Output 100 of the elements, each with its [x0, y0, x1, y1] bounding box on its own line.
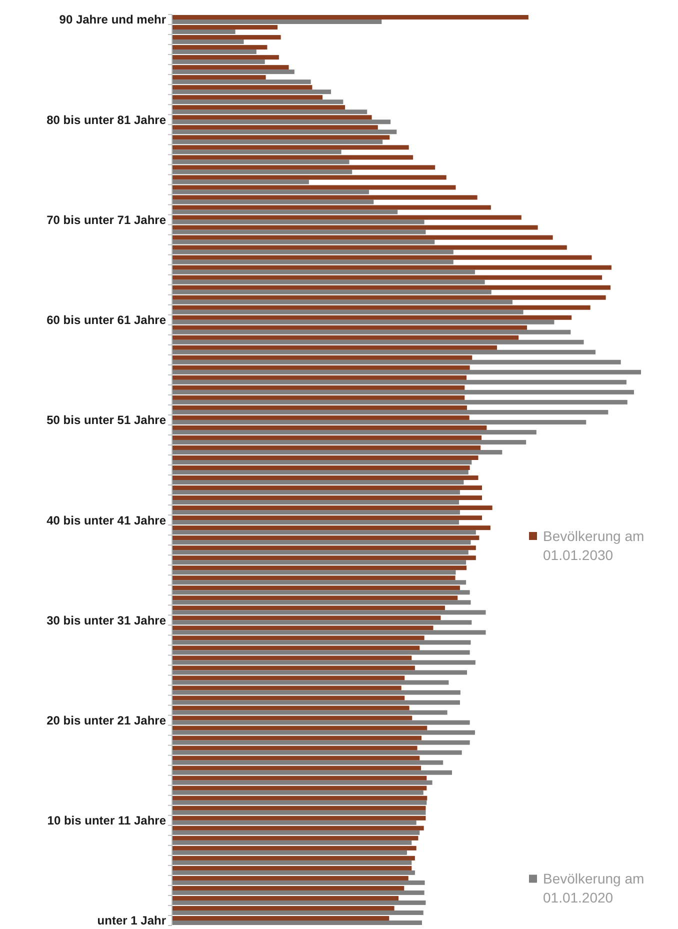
y-tick-label: 70 bis unter 71 Jahre	[46, 212, 166, 227]
bar	[172, 916, 390, 920]
bar	[172, 520, 460, 525]
bar	[172, 500, 460, 505]
bar	[172, 140, 383, 144]
bar	[172, 656, 412, 660]
bar	[172, 476, 478, 480]
bar	[172, 590, 470, 595]
y-tick-label: 60 bis unter 61 Jahre	[46, 313, 166, 328]
bar	[172, 195, 478, 200]
bar	[172, 880, 425, 885]
bar	[172, 380, 626, 384]
bar	[172, 860, 412, 865]
bar	[172, 836, 418, 840]
bar	[172, 400, 628, 404]
bar	[172, 620, 472, 625]
bar	[172, 150, 342, 154]
bar	[172, 566, 467, 570]
bar	[172, 496, 482, 500]
bar	[172, 20, 382, 24]
bar	[172, 465, 470, 470]
bar	[172, 415, 470, 420]
bar	[172, 335, 519, 340]
bar	[172, 816, 426, 820]
bar	[172, 870, 415, 875]
bar	[172, 325, 528, 330]
bar	[172, 460, 472, 464]
bar	[172, 616, 441, 620]
bar	[172, 145, 409, 150]
bar	[172, 906, 394, 910]
bar	[172, 470, 468, 475]
bar	[172, 215, 522, 220]
bar	[172, 486, 482, 490]
bar	[172, 800, 427, 805]
bar	[172, 385, 465, 390]
bar	[172, 736, 422, 740]
bar	[172, 480, 464, 485]
bar	[172, 790, 424, 795]
bar	[172, 240, 435, 244]
bar	[172, 110, 368, 114]
bar	[172, 350, 596, 354]
bar	[172, 780, 432, 785]
bar	[172, 710, 448, 715]
bar	[172, 65, 289, 70]
bar	[172, 490, 460, 495]
bar	[172, 230, 426, 234]
bar	[172, 275, 602, 280]
bar	[172, 550, 468, 555]
bar	[172, 345, 498, 350]
bar	[172, 680, 449, 685]
bar	[172, 75, 266, 80]
bar	[172, 596, 458, 600]
bar	[172, 155, 414, 160]
bar	[172, 255, 592, 260]
bar	[172, 170, 352, 174]
bar	[172, 165, 436, 170]
bar	[172, 890, 424, 895]
bar	[172, 340, 584, 344]
bar	[172, 235, 553, 240]
bar	[172, 526, 490, 530]
bar	[172, 646, 420, 650]
y-tick-label: unter 1 Jahr	[97, 914, 166, 928]
bar	[172, 85, 312, 90]
bar	[172, 315, 572, 320]
bar	[172, 405, 467, 410]
bar	[172, 886, 404, 890]
bar	[172, 896, 399, 900]
bar	[172, 300, 512, 304]
bar	[172, 876, 408, 880]
bar	[172, 900, 426, 905]
bar	[172, 200, 374, 204]
bar	[172, 726, 428, 730]
bar	[172, 666, 415, 670]
bar	[172, 220, 424, 224]
bar	[172, 826, 424, 830]
bar	[172, 776, 427, 780]
y-tick-label: 10 bis unter 11 Jahre	[47, 814, 166, 828]
bar	[172, 506, 492, 510]
bar	[172, 840, 412, 845]
bar	[172, 305, 590, 310]
bar	[172, 260, 454, 264]
bar	[172, 45, 268, 50]
bar	[172, 210, 398, 214]
bar	[172, 696, 405, 700]
bar	[172, 130, 397, 134]
bar	[172, 570, 456, 575]
y-tick-label: 20 bis unter 21 Jahre	[46, 713, 166, 728]
bar	[172, 856, 415, 860]
bar	[172, 280, 485, 284]
bar	[172, 510, 460, 515]
bar	[172, 295, 606, 300]
bar	[172, 676, 405, 680]
legend-label: Bevölkerung am 01.01.2030	[543, 528, 644, 563]
bar	[172, 410, 608, 414]
bar	[172, 355, 472, 360]
bar	[172, 650, 470, 655]
bar	[172, 560, 466, 565]
bar	[172, 530, 476, 535]
bar	[172, 50, 256, 54]
bar	[172, 30, 236, 34]
